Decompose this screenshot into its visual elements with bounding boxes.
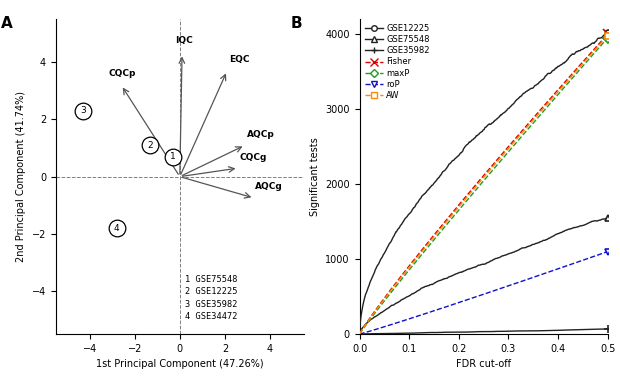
Legend: GSE12225, GSE75548, GSE35982, Fisher, maxP, roP, AW: GSE12225, GSE75548, GSE35982, Fisher, ma…: [364, 23, 431, 101]
Text: EQC: EQC: [229, 55, 250, 64]
Text: 1: 1: [170, 152, 176, 161]
Text: B: B: [290, 16, 302, 31]
Text: 4: 4: [114, 223, 120, 233]
X-axis label: FDR cut-off: FDR cut-off: [456, 359, 511, 369]
Y-axis label: Significant tests: Significant tests: [310, 137, 320, 216]
Text: AQCp: AQCp: [247, 131, 275, 139]
Y-axis label: 2nd Principal Component (41.74%): 2nd Principal Component (41.74%): [16, 91, 26, 262]
Text: 3: 3: [80, 106, 86, 115]
Text: CQCg: CQCg: [239, 153, 267, 162]
Text: A: A: [1, 16, 13, 31]
Text: CQCp: CQCp: [108, 69, 136, 78]
Text: AQCg: AQCg: [255, 182, 283, 191]
Text: 2: 2: [148, 141, 153, 150]
Text: 1 GSE75548
2 GSE12225
3 GSE35982
4 GSE34472: 1 GSE75548 2 GSE12225 3 GSE35982 4 GSE34…: [185, 275, 237, 321]
Text: IQC: IQC: [175, 36, 193, 45]
X-axis label: 1st Principal Component (47.26%): 1st Principal Component (47.26%): [96, 359, 264, 369]
